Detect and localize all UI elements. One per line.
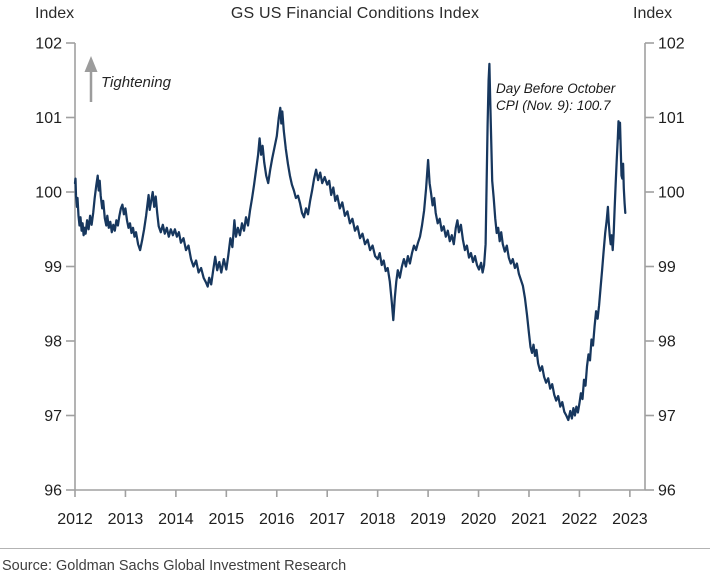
svg-text:101: 101 [658, 110, 685, 127]
svg-text:2022: 2022 [562, 511, 598, 528]
svg-text:2021: 2021 [511, 511, 547, 528]
axis-tick-labels: 96 96 97 97 98 98 99 99 100 100 101 101 102 102 2012 20… [35, 36, 685, 529]
svg-text:98: 98 [658, 334, 676, 351]
svg-text:98: 98 [44, 334, 62, 351]
svg-text:2023: 2023 [612, 511, 648, 528]
svg-text:2019: 2019 [410, 511, 446, 528]
svg-text:100: 100 [35, 185, 62, 202]
svg-text:97: 97 [44, 408, 62, 425]
source-attribution: Source: Goldman Sachs Global Investment … [2, 558, 347, 574]
left-axis-unit-label: Index [35, 5, 75, 22]
svg-text:2020: 2020 [461, 511, 497, 528]
svg-text:2016: 2016 [259, 511, 295, 528]
svg-text:97: 97 [658, 408, 676, 425]
svg-text:2015: 2015 [209, 511, 245, 528]
svg-text:2012: 2012 [57, 511, 93, 528]
svg-text:2014: 2014 [158, 511, 194, 528]
svg-text:102: 102 [658, 36, 685, 53]
footer-divider [0, 548, 710, 549]
tightening-arrow-icon [84, 56, 98, 102]
svg-text:2018: 2018 [360, 511, 396, 528]
cpi-annotation-line2: CPI (Nov. 9): 100.7 [496, 98, 611, 113]
svg-text:100: 100 [658, 185, 685, 202]
svg-text:102: 102 [35, 36, 62, 53]
fci-series-line [73, 62, 627, 422]
svg-text:99: 99 [44, 259, 62, 276]
tightening-annotation: Tightening [101, 74, 171, 91]
svg-text:2017: 2017 [309, 511, 345, 528]
chart-title: GS US Financial Conditions Index [230, 5, 480, 22]
cpi-annotation-line1: Day Before October [496, 81, 616, 96]
chart-axes [66, 42, 654, 497]
svg-text:101: 101 [35, 110, 62, 127]
svg-text:96: 96 [658, 483, 676, 500]
svg-text:2013: 2013 [108, 511, 144, 528]
svg-text:96: 96 [44, 483, 62, 500]
right-axis-unit-label: Index [633, 5, 673, 22]
cpi-annotation: Day Before October CPI (Nov. 9): 100.7 [496, 80, 615, 114]
svg-text:99: 99 [658, 259, 676, 276]
